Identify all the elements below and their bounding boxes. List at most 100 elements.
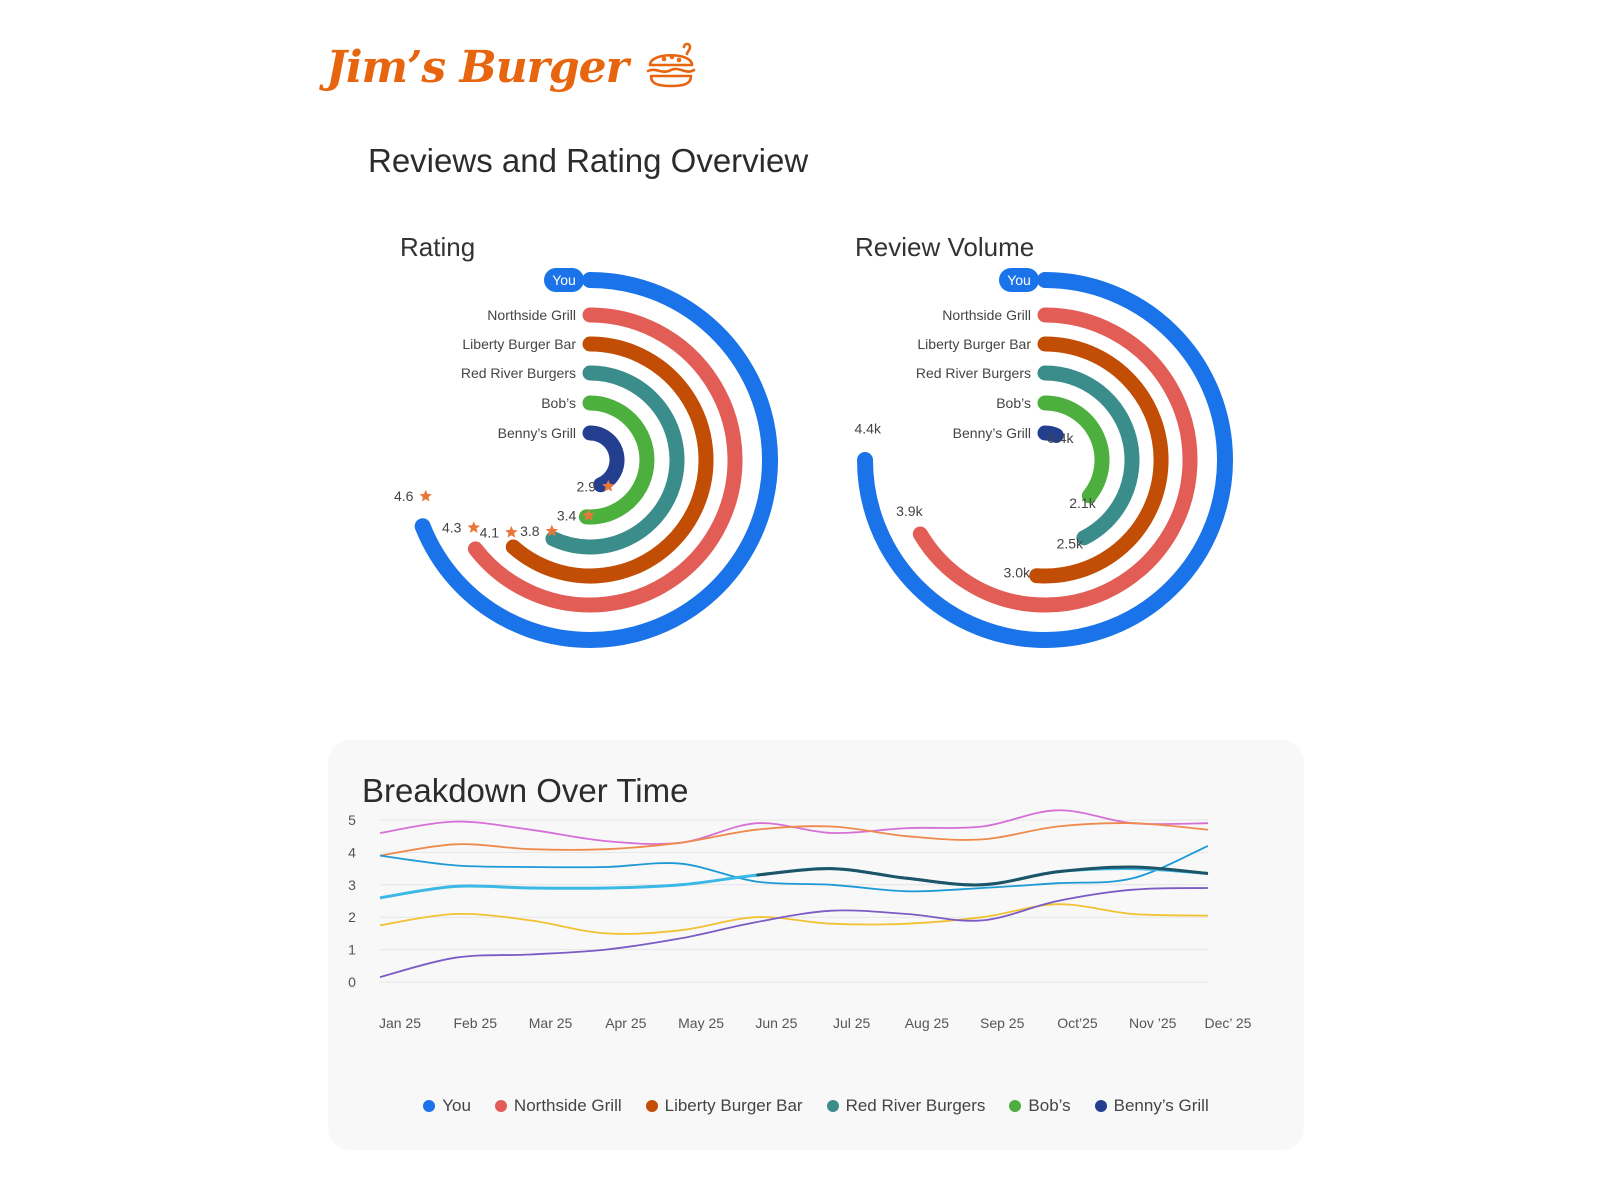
legend-dot (1094, 1100, 1107, 1112)
burger-icon (646, 42, 696, 88)
value-label-red-river-burgers: 3.8 (520, 523, 559, 539)
radial-bar-you (414, 272, 778, 648)
x-tick-label: Nov ’25 (1129, 1015, 1177, 1031)
value-label: 3.9k (896, 503, 923, 519)
series-name-label: Liberty Burger Bar (462, 336, 576, 352)
radial-bar-liberty-burger-bar (505, 336, 714, 584)
radial-bar-northside-grill (912, 307, 1198, 613)
breakdown-line-chart: 0 1 2 3 4 5 Jan 25 Feb 25 Mar 25 Apr 25 May 25 Jun … (348, 809, 1252, 1031)
legend-item-you: You (423, 1096, 471, 1116)
value-label-red-river-burgers: 2.5k (1057, 535, 1084, 551)
value-label-you: 4.4k (855, 421, 882, 437)
review-volume-chart-title: Review Volume (855, 232, 1035, 262)
legend-item-liberty-burger-bar: Liberty Burger Bar (645, 1096, 803, 1116)
value-label-liberty-burger-bar: 3.0k (1004, 565, 1031, 581)
value-label: 4.1 (480, 524, 500, 540)
value-label: 3.0k (1004, 565, 1031, 581)
rating-chart-title: Rating (400, 232, 476, 262)
radial-bar-red-river-burgers (545, 365, 685, 555)
x-tick-label: Jun 25 (755, 1015, 797, 1031)
y-tick-label: 3 (348, 877, 356, 893)
trend-line-6 (379, 903, 1209, 935)
value-label-northside-grill: 4.3 (442, 520, 480, 536)
x-tick-label: Dec’ 25 (1205, 1015, 1252, 1031)
value-label: 3.8 (520, 523, 540, 539)
radial-bar-liberty-burger-bar (1029, 336, 1169, 584)
trend-line-3 (379, 845, 1209, 893)
value-label-northside-grill: 3.9k (896, 503, 923, 519)
you-pill (999, 268, 1039, 292)
radial-bar-benny-s-grill (582, 425, 625, 493)
legend-dot (826, 1100, 839, 1112)
breakdown-panel: Breakdown Over Time 0 1 2 3 4 5 Jan 25 Feb 25 Ma… (328, 740, 1304, 1150)
legend-dot (494, 1100, 507, 1112)
series-name-label: Northside Grill (487, 307, 576, 323)
value-label-bob-s: 3.4 (557, 507, 595, 523)
series-name-label: You (552, 272, 576, 288)
breakdown-legend: You Northside Grill Liberty Burger Bar Red … (328, 1096, 1304, 1116)
x-tick-label: Mar 25 (529, 1015, 573, 1031)
page-title: Reviews and Rating Overview (368, 142, 809, 179)
star-icon (602, 479, 615, 492)
y-tick-label: 4 (348, 844, 356, 860)
value-label: 4.6 (394, 488, 414, 504)
value-label-you: 4.6 (394, 488, 432, 504)
radial-bar-benny-s-grill (1037, 425, 1064, 443)
review-volume-radial-chart: You 4.4k Northside Grill 3.9k Liberty Burger… (855, 268, 1233, 648)
star-icon (505, 525, 518, 538)
star-icon (582, 508, 595, 521)
trend-line-5 (756, 865, 1209, 887)
radial-bar-bob-s (1037, 395, 1110, 504)
legend-label: Northside Grill (513, 1096, 622, 1115)
x-tick-label: Oct’25 (1057, 1015, 1098, 1031)
legend-dot (423, 1100, 436, 1112)
brand-name: Jim’s Burger (326, 41, 629, 93)
value-label: 2.5k (1057, 535, 1084, 551)
trend-line-7 (379, 887, 1209, 978)
value-label: 3.4 (557, 507, 577, 523)
trend-line-2 (379, 822, 1209, 857)
value-label-bob-s: 2.1k (1069, 495, 1096, 511)
series-name-label: Red River Burgers (461, 365, 576, 381)
series-name-label: Liberty Burger Bar (917, 336, 1031, 352)
series-name-label: You (1007, 272, 1031, 288)
series-name-label: Northside Grill (942, 307, 1031, 323)
radial-bar-northside-grill (467, 307, 743, 613)
legend-label: You (442, 1096, 471, 1115)
x-tick-label: Jul 25 (833, 1015, 871, 1031)
legend-item-benny-s-grill: Benny’s Grill (1094, 1096, 1209, 1116)
value-label: 2.9 (577, 478, 597, 494)
y-tick-label: 1 (348, 942, 356, 958)
legend-label: Liberty Burger Bar (664, 1096, 803, 1115)
legend-item-red-river-burgers: Red River Burgers (826, 1096, 986, 1116)
x-tick-label: Aug 25 (905, 1015, 950, 1031)
series-name-label: Benny’s Grill (498, 425, 576, 441)
value-label: 2.1k (1069, 495, 1096, 511)
series-name-label: Bob’s (541, 395, 576, 411)
star-icon (419, 489, 432, 502)
legend-item-northside-grill: Northside Grill (494, 1096, 622, 1116)
value-label: 0.4k (1047, 430, 1074, 446)
series-name-label: Bob’s (996, 395, 1031, 411)
value-label: 4.3 (442, 520, 462, 536)
radial-bar-red-river-burgers (1037, 365, 1140, 546)
value-label-benny-s-grill: 2.9 (577, 478, 615, 494)
radial-bar-you (857, 272, 1233, 648)
star-icon (467, 521, 480, 533)
legend-label: Benny’s Grill (1113, 1096, 1209, 1115)
breakdown-title: Breakdown Over Time (362, 772, 689, 809)
y-tick-label: 5 (348, 812, 356, 828)
star-icon (545, 524, 559, 537)
x-tick-label: Feb 25 (453, 1015, 497, 1031)
legend-dot (1009, 1100, 1022, 1112)
legend-dot (645, 1100, 658, 1112)
y-tick-label: 2 (348, 909, 356, 925)
rating-radial-chart: You 4.6 Northside Grill 4.3 Liberty Burger B… (394, 268, 778, 648)
radial-bar-bob-s (578, 395, 655, 525)
brand-logo: Jim’s Burger (326, 38, 700, 96)
legend-label: Red River Burgers (845, 1096, 986, 1115)
x-tick-label: Jan 25 (379, 1015, 421, 1031)
legend-label: Bob’s (1028, 1096, 1071, 1115)
series-name-label: Benny’s Grill (953, 425, 1031, 441)
you-pill (544, 268, 584, 292)
